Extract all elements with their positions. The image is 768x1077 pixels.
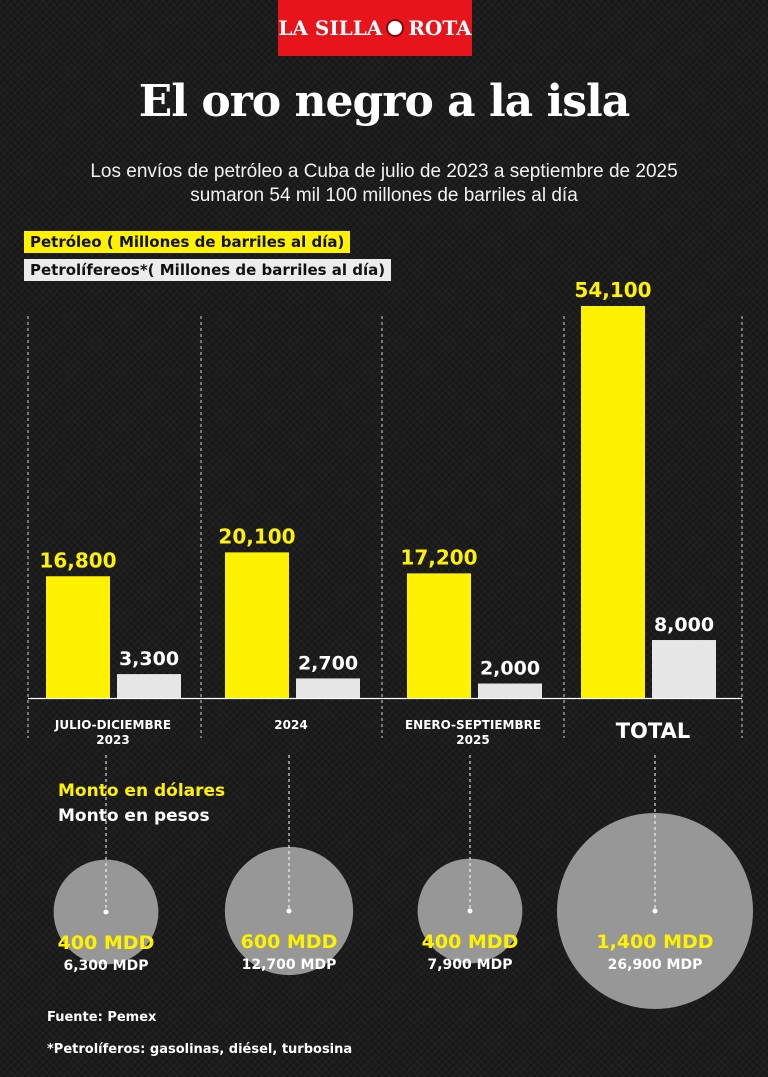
data-label-petroleo: 54,100 <box>574 278 651 302</box>
category-label: 2023 <box>96 733 129 747</box>
bar-petroleo <box>581 306 645 698</box>
leader-dot <box>103 909 109 915</box>
bar-petroliferos <box>117 674 181 698</box>
page-subtitle: Los envíos de petróleo a Cuba de julio d… <box>90 161 678 206</box>
footnote: *Petrolíferos: gasolinas, diésel, turbos… <box>47 1042 353 1057</box>
page-title: El oro negro a la isla <box>138 76 630 127</box>
logo-text-right: ROTA <box>408 16 472 40</box>
bar-petroleo <box>407 573 471 698</box>
usd-amount: 400 MDD <box>422 931 519 953</box>
mxn-amount: 12,700 MDP <box>242 957 337 973</box>
usd-amount: 1,400 MDD <box>596 931 713 953</box>
usd-amount: 600 MDD <box>241 931 338 953</box>
data-label-petroleo: 17,200 <box>400 545 477 569</box>
monto-dolares-label: Monto en dólares <box>58 781 226 801</box>
bar-petroleo <box>225 552 289 698</box>
category-label: TOTAL <box>616 719 691 743</box>
seal-icon <box>386 19 405 37</box>
data-label-petroleo: 20,100 <box>218 524 295 548</box>
leader-dot <box>467 908 473 914</box>
category-label: JULIO-DICIEMBRE <box>54 718 171 732</box>
monto-pesos-label: Monto en pesos <box>58 806 210 826</box>
source-note: Fuente: Pemex <box>47 1010 157 1025</box>
data-label-petroleo: 16,800 <box>39 548 116 572</box>
data-label-petroliferos: 2,000 <box>480 658 540 680</box>
brand-logo: LA SILLA ROTA <box>278 0 472 56</box>
usd-amount: 400 MDD <box>58 932 155 954</box>
leader-dot <box>286 908 292 914</box>
category-label: 2024 <box>274 718 307 732</box>
mxn-amount: 6,300 MDP <box>64 958 149 974</box>
data-label-petroliferos: 3,300 <box>119 648 179 670</box>
data-label-petroliferos: 2,700 <box>298 652 358 674</box>
leader-dot <box>652 908 658 914</box>
logo-text-left: LA SILLA <box>278 16 383 40</box>
bar-petroliferos <box>478 683 542 698</box>
mxn-amount: 26,900 MDP <box>608 957 703 973</box>
category-label: 2025 <box>456 733 489 747</box>
bar-petroliferos <box>652 640 716 698</box>
data-label-petroliferos: 8,000 <box>654 614 714 636</box>
legend-petroleo: Petróleo ( Millones de barriles al día) <box>24 231 351 253</box>
bar-petroleo <box>46 576 110 698</box>
legend-petroliferos: Petrolífereos*( Millones de barriles al … <box>24 259 392 281</box>
bar-petroliferos <box>296 678 360 698</box>
category-label: ENERO-SEPTIEMBRE <box>405 718 541 732</box>
mxn-amount: 7,900 MDP <box>428 957 513 973</box>
